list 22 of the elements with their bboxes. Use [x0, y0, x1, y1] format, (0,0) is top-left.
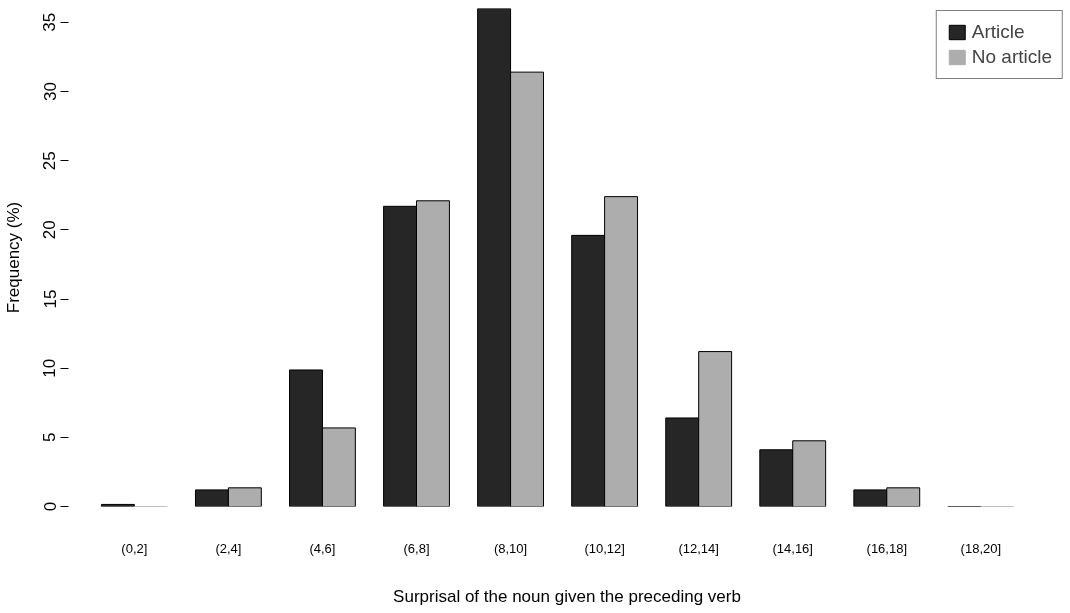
y-tick-label: 15	[40, 289, 60, 309]
y-tick-label: 30	[40, 82, 60, 101]
y-tick-label: 0	[40, 501, 60, 512]
x-tick-label: (18,20]	[960, 540, 1002, 556]
x-tick-label: (4,6]	[309, 540, 336, 556]
x-axis-title: Surprisal of the noun given the preceding verb	[393, 586, 741, 606]
legend-label: Article	[971, 21, 1025, 43]
x-tick-label: (0,2]	[121, 540, 148, 556]
y-tick-label: 20	[40, 220, 60, 240]
x-tick-label: (8,10]	[493, 540, 528, 556]
x-tick-label: (12,14]	[678, 540, 719, 556]
y-axis-title: Frequency (%)	[3, 201, 23, 314]
y-tick-label: 5	[40, 432, 60, 443]
x-tick-label: (6,8]	[403, 540, 430, 556]
legend-label: No article	[971, 46, 1052, 68]
x-tick-label: (16,18]	[866, 540, 908, 556]
y-tick-label: 35	[40, 12, 60, 32]
y-tick-label: 10	[40, 358, 60, 378]
y-tick-label: 25	[40, 151, 60, 171]
x-tick-label: (14,16]	[772, 540, 813, 556]
x-tick-label: (10,12]	[584, 540, 625, 556]
x-tick-label: (2,4]	[215, 540, 242, 556]
